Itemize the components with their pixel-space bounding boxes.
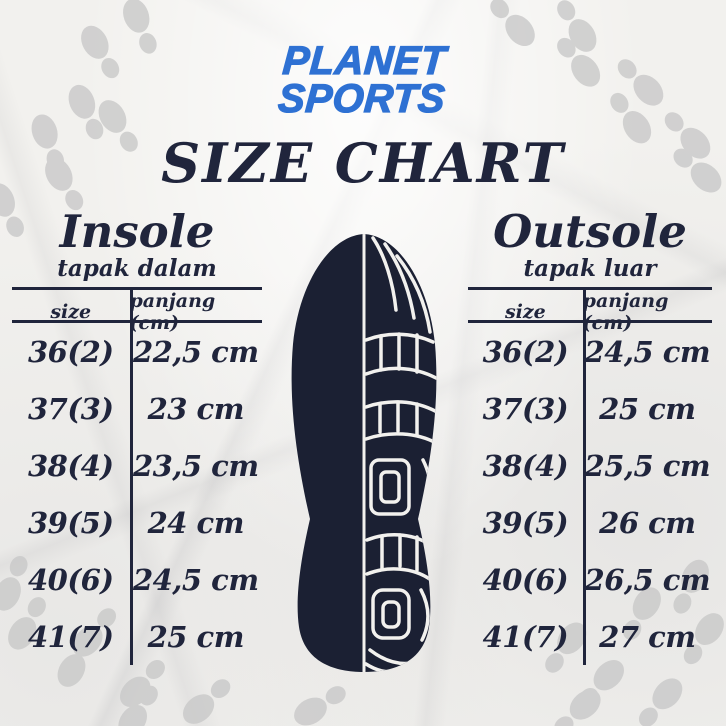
size-value: 37(3) bbox=[482, 391, 569, 426]
length-value: 23,5 cm bbox=[132, 448, 259, 483]
insole-table: Insole tapak dalam size panjang (cm) 36(… bbox=[12, 205, 262, 666]
table-row: 40(6) 26,5 cm bbox=[468, 551, 712, 608]
length-value: 24,5 cm bbox=[584, 334, 711, 369]
length-value: 25,5 cm bbox=[584, 448, 711, 483]
length-value: 25 cm bbox=[599, 391, 696, 426]
table-row: 37(3) 23 cm bbox=[12, 380, 262, 437]
size-value: 40(6) bbox=[482, 562, 569, 597]
outsole-col-size: size bbox=[504, 301, 546, 324]
shoe-sole-icon bbox=[291, 234, 437, 672]
table-row: 39(5) 26 cm bbox=[468, 494, 712, 551]
table-row: 36(2) 22,5 cm bbox=[12, 323, 262, 380]
length-value: 26 cm bbox=[599, 505, 696, 540]
table-row: 39(5) 24 cm bbox=[12, 494, 262, 551]
insole-subtitle: tapak dalam bbox=[57, 255, 217, 283]
size-value: 40(6) bbox=[28, 562, 114, 597]
length-value: 24 cm bbox=[147, 505, 245, 540]
table-row: 41(7) 27 cm bbox=[468, 608, 712, 665]
sole-illustration bbox=[283, 232, 447, 676]
length-value: 24,5 cm bbox=[132, 562, 259, 597]
table-row: 40(6) 24,5 cm bbox=[12, 551, 262, 608]
insole-grid: size panjang (cm) 36(2) 22,5 cm 37(3) 23… bbox=[12, 287, 262, 666]
size-value: 39(5) bbox=[28, 505, 114, 540]
outsole-table: Outsole tapak luar size panjang (cm) 36(… bbox=[468, 205, 712, 666]
length-value: 23 cm bbox=[147, 391, 245, 426]
outsole-grid: size panjang (cm) 36(2) 24,5 cm 37(3) 25… bbox=[468, 287, 712, 666]
outsole-col-length: panjang (cm) bbox=[582, 290, 669, 335]
brand-logo: PLANET SPORTS bbox=[0, 38, 726, 121]
table-row: 37(3) 25 cm bbox=[468, 380, 712, 437]
outsole-header-row: size panjang (cm) bbox=[468, 290, 712, 334]
table-row: 38(4) 25,5 cm bbox=[468, 437, 712, 494]
size-value: 41(7) bbox=[28, 619, 114, 654]
page-title: SIZE CHART bbox=[161, 131, 565, 195]
size-value: 36(2) bbox=[482, 334, 569, 369]
size-value: 38(4) bbox=[482, 448, 569, 483]
size-value: 38(4) bbox=[28, 448, 114, 483]
insole-title: Insole bbox=[59, 205, 215, 258]
length-value: 22,5 cm bbox=[132, 334, 259, 369]
insole-col-length: panjang (cm) bbox=[129, 290, 216, 335]
size-value: 39(5) bbox=[482, 505, 569, 540]
insole-header-row: size panjang (cm) bbox=[12, 290, 262, 334]
length-value: 26,5 cm bbox=[584, 562, 711, 597]
table-row: 36(2) 24,5 cm bbox=[468, 323, 712, 380]
table-row: 38(4) 23,5 cm bbox=[12, 437, 262, 494]
size-value: 41(7) bbox=[482, 619, 569, 654]
brand-logo-line2: SPORTS bbox=[276, 76, 447, 121]
insole-col-size: size bbox=[50, 301, 92, 324]
outsole-title: Outsole bbox=[493, 205, 687, 258]
length-value: 27 cm bbox=[599, 619, 696, 654]
table-row: 41(7) 25 cm bbox=[12, 608, 262, 665]
outsole-subtitle: tapak luar bbox=[523, 255, 657, 283]
length-value: 25 cm bbox=[147, 619, 245, 654]
size-value: 36(2) bbox=[28, 334, 114, 369]
size-value: 37(3) bbox=[28, 391, 114, 426]
brand-logo-line1: PLANET bbox=[281, 38, 448, 83]
